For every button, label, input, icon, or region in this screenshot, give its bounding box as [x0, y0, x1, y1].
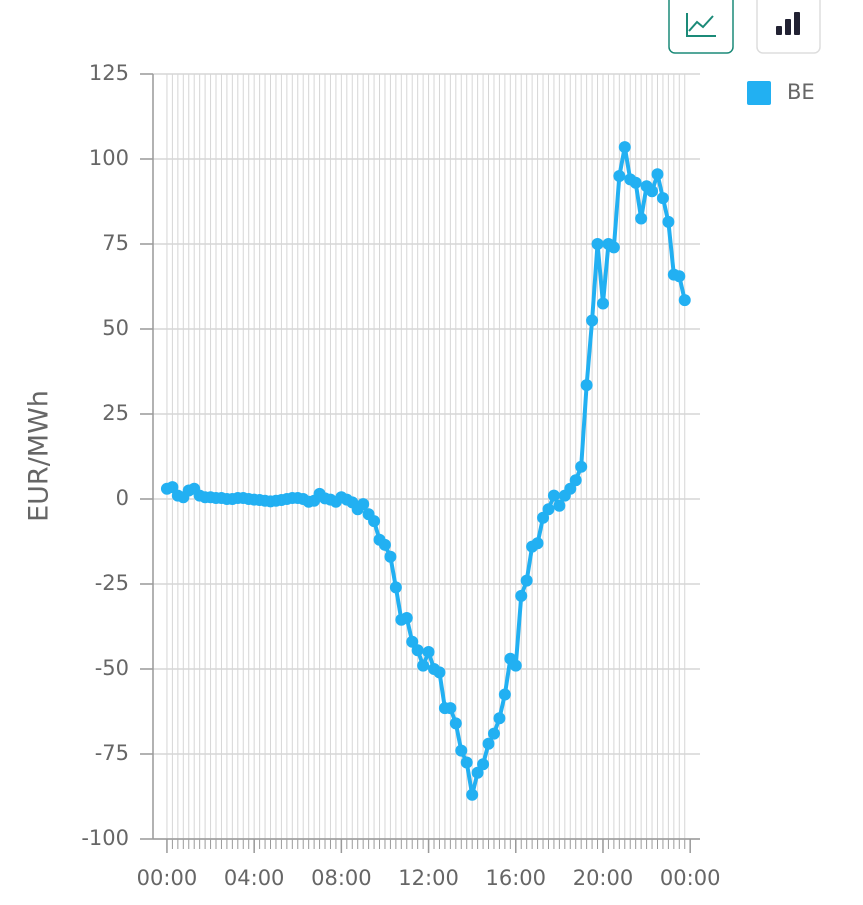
- x-tick-label: 00:00: [660, 866, 721, 890]
- bar-view-button[interactable]: [756, 0, 821, 54]
- data-point: [646, 185, 659, 198]
- data-point: [384, 550, 397, 563]
- data-point: [368, 515, 381, 528]
- data-point: [482, 737, 495, 750]
- legend-swatch: [747, 81, 771, 105]
- data-point: [357, 498, 370, 511]
- data-point: [618, 141, 631, 154]
- y-tick-label: 0: [116, 486, 129, 510]
- data-point: [629, 176, 642, 189]
- y-tick-label: -50: [95, 656, 129, 680]
- data-point: [471, 766, 484, 779]
- y-tick-label: 75: [102, 231, 129, 255]
- data-point: [678, 294, 691, 307]
- data-point: [509, 659, 522, 672]
- data-point: [417, 659, 430, 672]
- data-point: [477, 758, 490, 771]
- data-point: [531, 537, 544, 550]
- data-point: [422, 646, 435, 658]
- data-point: [466, 788, 479, 801]
- data-point: [662, 215, 675, 228]
- line-view-button[interactable]: [668, 0, 734, 54]
- y-tick-label: 50: [102, 316, 129, 340]
- data-point: [537, 511, 550, 524]
- data-point: [406, 635, 419, 648]
- data-point: [575, 460, 588, 473]
- data-point: [389, 581, 402, 594]
- data-point: [520, 574, 533, 587]
- data-point: [607, 241, 620, 254]
- data-point: [433, 666, 446, 679]
- data-point: [444, 702, 457, 715]
- data-point: [455, 744, 468, 757]
- data-point: [515, 589, 528, 602]
- data-point: [569, 474, 582, 487]
- x-tick-label: 08:00: [311, 866, 372, 890]
- data-point: [411, 644, 424, 657]
- data-point: [487, 727, 500, 740]
- x-tick-label: 00:00: [137, 866, 198, 890]
- y-tick-label: -25: [95, 571, 129, 595]
- data-point: [673, 270, 686, 283]
- data-point: [613, 170, 626, 182]
- data-point: [564, 482, 577, 495]
- data-point: [651, 168, 664, 181]
- y-tick-label: 25: [102, 401, 129, 425]
- y-tick-label: 125: [89, 61, 129, 85]
- data-point: [586, 314, 599, 327]
- data-point: [656, 192, 669, 205]
- y-tick-label: 100: [89, 146, 129, 170]
- x-tick-label: 04:00: [224, 866, 285, 890]
- data-point: [378, 538, 391, 551]
- legend-label: BE: [787, 80, 815, 104]
- data-point: [596, 297, 609, 310]
- data-point: [400, 612, 413, 624]
- x-tick-label: 20:00: [573, 866, 634, 890]
- data-point: [449, 717, 462, 730]
- x-tick-label: 12:00: [398, 866, 459, 890]
- y-tick-label: -75: [95, 741, 129, 765]
- data-point: [542, 503, 555, 516]
- data-point: [460, 756, 473, 769]
- data-point: [580, 379, 593, 392]
- y-tick-label: -100: [81, 826, 129, 850]
- y-axis-title: EUR/MWh: [24, 390, 55, 522]
- data-point: [553, 499, 566, 512]
- data-point: [591, 238, 604, 250]
- data-point: [166, 481, 179, 494]
- data-point: [635, 212, 648, 225]
- x-tick-label: 16:00: [486, 866, 547, 890]
- data-point: [498, 688, 511, 701]
- data-point: [547, 489, 560, 502]
- data-point: [493, 712, 506, 725]
